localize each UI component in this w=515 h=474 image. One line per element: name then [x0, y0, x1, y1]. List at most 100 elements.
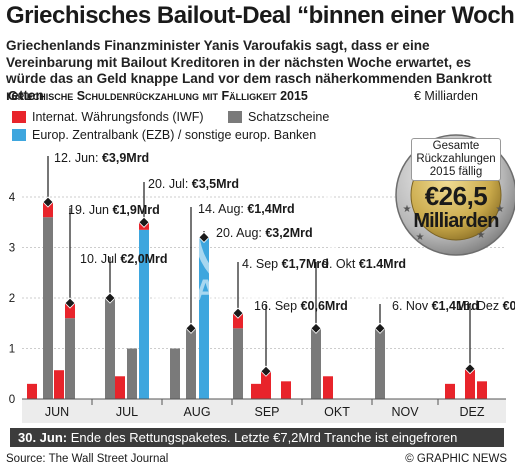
bar-imf	[233, 313, 243, 329]
y-tick-label: 2	[9, 293, 15, 305]
bar-imf	[323, 376, 333, 399]
x-tick-label: SEP	[254, 405, 279, 419]
bar-tbills	[233, 328, 243, 399]
annotation-label: 16. Sep €0,6Mrd	[254, 299, 348, 313]
bar-imf	[54, 370, 64, 399]
bar-imf	[465, 368, 475, 399]
bar-imf	[261, 371, 271, 399]
annotation-marker	[260, 365, 272, 377]
annotation-label: 10. Jul €2,0Mrd	[80, 252, 168, 266]
bar-group	[445, 383, 455, 399]
coin-line-3: 2015 fällig	[429, 166, 483, 178]
coin-unit: Milliarden	[413, 210, 499, 232]
bar-group	[375, 328, 385, 399]
annotation-amount: €1,7Mrd	[282, 257, 329, 271]
annotation-date: 20. Aug:	[216, 226, 265, 240]
annotation-amount: €1,4Mrd	[432, 299, 479, 313]
banner-text: Ende des Rettungspaketes. Letzte €7,2Mrd…	[70, 430, 458, 445]
x-tick-label: JUL	[116, 405, 138, 419]
bar-ecb	[199, 237, 209, 399]
bar-ecb	[139, 229, 149, 399]
bar-imf	[281, 381, 291, 399]
annotation-label: 4. Sep €1,7Mrd	[242, 257, 329, 271]
bar-imf	[477, 381, 487, 399]
annotation-label: 20. Jul: €3,5Mrd	[148, 177, 239, 191]
x-tick-label: DEZ	[460, 405, 485, 419]
banner-date: 30. Jun:	[18, 430, 68, 445]
annotation-amount: €1,4Mrd	[247, 202, 294, 216]
annotation-amount: €1,9Mrd	[112, 203, 159, 217]
bar-tbills	[170, 348, 180, 399]
bar-imf	[445, 383, 455, 399]
annotation-marker	[198, 231, 210, 243]
bar-imf	[65, 303, 75, 319]
coin-star-icon: ★	[416, 232, 425, 243]
chart-title: Griechische Schuldenrückzahlung mit Fäll…	[8, 89, 308, 103]
legend-swatch-ecb	[12, 129, 26, 141]
legend-item-ecb: Europ. Zentralbank (EZB) / sonstige euro…	[12, 128, 316, 142]
y-tick-label: 4	[9, 192, 16, 204]
legend-label-ecb: Europ. Zentralbank (EZB) / sonstige euro…	[32, 128, 317, 142]
annotation-label: 20. Aug: €3,2Mrd	[216, 226, 313, 240]
annotation-date: 10. Jul	[80, 252, 120, 266]
x-tick-label: OKT	[324, 405, 350, 419]
y-tick-label: 1	[9, 344, 15, 356]
bar-group	[233, 313, 243, 399]
annotation-amount: €2,0Mrd	[120, 252, 167, 266]
x-axis-band	[22, 399, 506, 423]
footer-source: Source: The Wall Street Journal	[6, 453, 169, 465]
bar-group	[43, 202, 53, 399]
bar-group	[54, 370, 64, 399]
annotation-label: 9. Okt €1.4Mrd	[322, 257, 406, 271]
bar-annotations: 12. Jun: €3,9Mrd 19. Jun €1,9Mrd 10. Jul €…	[42, 151, 515, 377]
annotation-amount: €3,9Mrd	[102, 151, 149, 165]
coin-line-1: Gesamte	[432, 140, 480, 152]
annotation-amount: €1.4Mrd	[359, 257, 406, 271]
annotation-amount: €3,5Mrd	[192, 177, 239, 191]
annotation-date: 20. Jul:	[148, 177, 192, 191]
bar-group	[115, 376, 125, 399]
annotation-date: 4. Sep	[242, 257, 282, 271]
annotation-marker	[310, 322, 322, 334]
annotation-marker	[64, 297, 76, 309]
coin-amount: €26,5	[424, 181, 488, 211]
annotation-date: 12. Jun:	[54, 151, 102, 165]
annotation-date: 16. Sep	[254, 299, 301, 313]
annotation-label: 19. Jun €1,9Mrd	[68, 203, 160, 217]
annotation-marker	[104, 292, 116, 304]
annotation-date: 6. Nov	[392, 299, 432, 313]
annotation-marker	[464, 363, 476, 375]
coin-star-icon: ★	[496, 204, 505, 215]
coin-line-2: Rückzahlungen	[416, 153, 496, 165]
coin-star-icon: ★	[403, 204, 412, 215]
annotation-marker	[374, 322, 386, 334]
legend-item-tbills: Schatzscheine	[228, 110, 329, 124]
annotation-amount: €0,6Mrd	[503, 299, 515, 313]
x-axis: JUN JUL AUG SEP OKT NOV DEZ	[22, 398, 506, 423]
bar-group	[251, 383, 261, 399]
x-tick-label: AUG	[183, 405, 210, 419]
annotation-date: 14. Aug:	[198, 202, 247, 216]
legend-label-tbills: Schatzscheine	[248, 110, 330, 124]
bar-imf	[251, 383, 261, 399]
legend-item-imf: Internat. Währungsfonds (IWF)	[12, 110, 204, 124]
bar-group	[323, 376, 333, 399]
annotation-marker	[232, 307, 244, 319]
annotation-label: 16. Dez €0,6Mrd	[456, 299, 515, 313]
bar-group	[170, 348, 180, 399]
bar-series	[27, 202, 487, 399]
watermark-text: GRAPHIC NEWS	[150, 274, 387, 307]
bar-group	[465, 368, 475, 399]
bar-tbills	[186, 328, 196, 399]
legend-label-imf: Internat. Währungsfonds (IWF)	[32, 110, 204, 124]
bar-group	[261, 371, 271, 399]
annotation-marker	[42, 196, 54, 208]
bar-group	[311, 328, 321, 399]
annotation-label: 14. Aug: €1,4Mrd	[198, 202, 295, 216]
x-tick-label: NOV	[391, 405, 419, 419]
bar-group	[281, 381, 291, 399]
banner: 30. Jun: Ende des Rettungspaketes. Letzt…	[10, 428, 504, 447]
bar-group	[477, 381, 487, 399]
bar-tbills	[375, 328, 385, 399]
